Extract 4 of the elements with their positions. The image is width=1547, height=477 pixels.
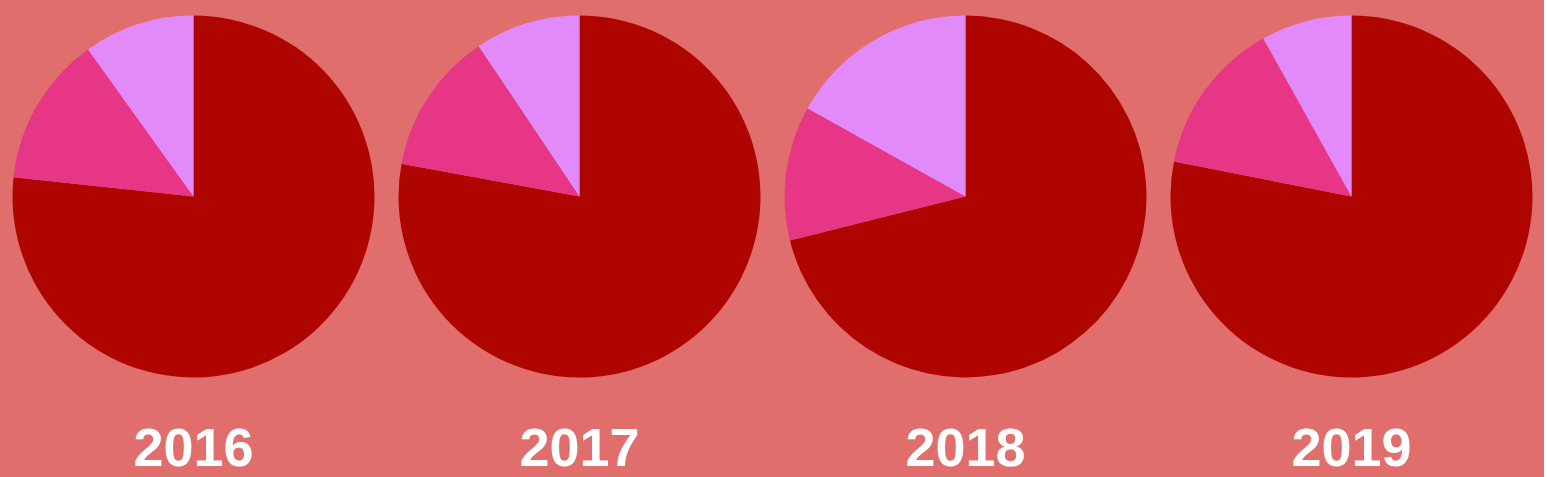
text: 2017 (519, 417, 640, 477)
text: 2019 (1291, 417, 1412, 477)
text: 2016 (133, 417, 254, 477)
text: 2018 (905, 417, 1026, 477)
